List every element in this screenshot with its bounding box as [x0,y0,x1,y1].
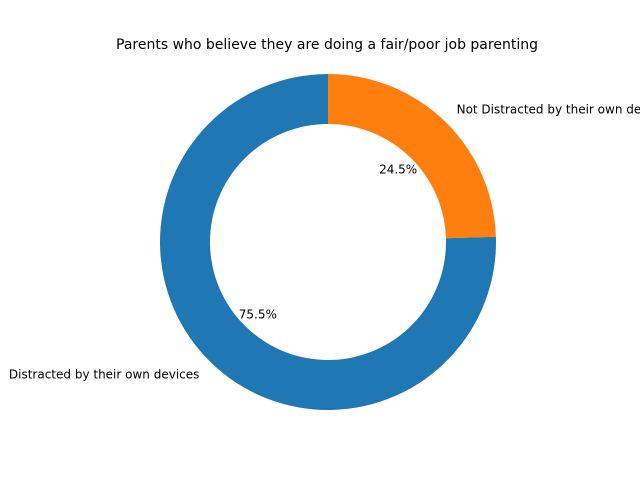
slice-pct-1: 24.5% [379,163,417,177]
slice-1 [328,74,496,239]
slice-label-1: Not Distracted by their own devices [457,102,640,116]
slice-pct-0: 75.5% [239,307,277,321]
slice-0 [160,74,496,410]
donut-labels: Distracted by their own devices 75.5% Not … [9,102,640,381]
slice-label-0: Distracted by their own devices [9,368,200,382]
donut-slices [160,74,496,410]
chart-title: Parents who believe they are doing a fai… [116,37,538,53]
